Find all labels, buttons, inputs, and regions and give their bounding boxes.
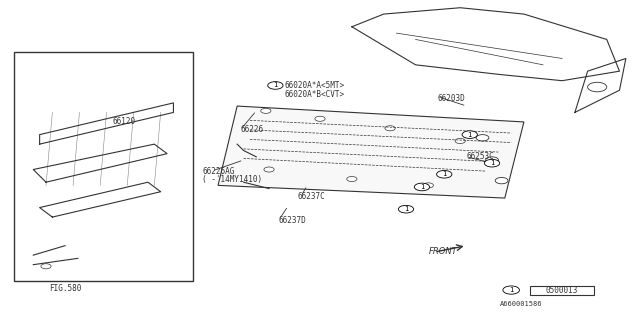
- Circle shape: [347, 177, 357, 181]
- Text: 66226: 66226: [241, 125, 264, 134]
- Text: 66203D: 66203D: [438, 94, 466, 103]
- Text: 66020A*B<CVT>: 66020A*B<CVT>: [285, 91, 345, 100]
- Text: 1: 1: [490, 160, 494, 166]
- Text: 1: 1: [442, 171, 446, 177]
- Circle shape: [486, 157, 499, 163]
- Circle shape: [264, 167, 274, 172]
- Circle shape: [260, 108, 271, 113]
- Text: 66237C: 66237C: [298, 192, 326, 201]
- Text: 66253C: 66253C: [467, 152, 494, 161]
- Circle shape: [588, 82, 607, 92]
- Circle shape: [495, 178, 508, 184]
- Text: 1: 1: [273, 83, 278, 88]
- Text: ( -'14MY1410): ( -'14MY1410): [202, 174, 262, 184]
- Bar: [531, 286, 594, 294]
- Circle shape: [385, 126, 395, 131]
- Text: 1: 1: [468, 132, 472, 138]
- Text: 1: 1: [509, 287, 513, 293]
- Circle shape: [462, 131, 477, 139]
- Circle shape: [315, 116, 325, 121]
- Text: 1: 1: [420, 184, 424, 190]
- Circle shape: [476, 135, 489, 141]
- Circle shape: [423, 183, 433, 188]
- Circle shape: [398, 205, 413, 213]
- Text: 1: 1: [404, 206, 408, 212]
- Text: A660001586: A660001586: [499, 301, 542, 307]
- Text: FIG.580: FIG.580: [49, 284, 81, 293]
- Bar: [14, 52, 193, 281]
- Circle shape: [41, 264, 51, 269]
- Text: FRONT: FRONT: [428, 247, 457, 257]
- Circle shape: [503, 286, 520, 294]
- Circle shape: [268, 82, 283, 89]
- Text: 66020A*A<5MT>: 66020A*A<5MT>: [285, 81, 345, 90]
- Circle shape: [436, 171, 452, 178]
- Circle shape: [414, 183, 429, 191]
- Text: 66226AG: 66226AG: [202, 167, 234, 176]
- Text: 66120: 66120: [113, 117, 136, 126]
- Polygon shape: [218, 106, 524, 198]
- Text: 0500013: 0500013: [546, 285, 579, 295]
- Text: 66237D: 66237D: [278, 216, 307, 225]
- Circle shape: [455, 139, 465, 143]
- Circle shape: [484, 159, 500, 167]
